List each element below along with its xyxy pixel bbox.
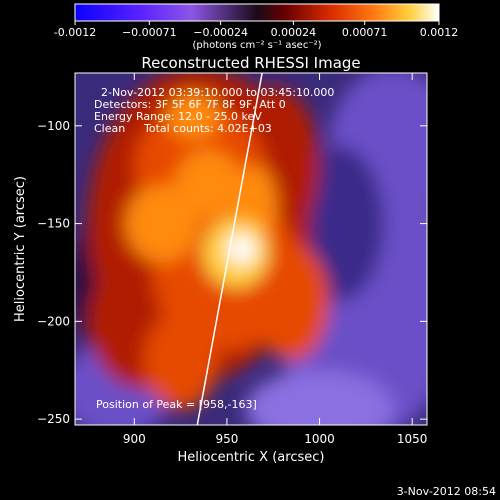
info-energy: Energy Range: 12.0 - 25.0 keV (94, 110, 262, 123)
colorbar-tick-label: 0.00024 (271, 26, 317, 39)
x-axis: 900 950 1000 1050 (123, 73, 428, 446)
y-tick-label: −100 (37, 119, 70, 133)
y-tick-label: −200 (37, 314, 70, 328)
colorbar-label: (photons cm⁻² s⁻¹ asec⁻²) (192, 40, 321, 51)
emission-blob (175, 149, 242, 220)
emission-blob (254, 243, 329, 361)
emission-blob (143, 311, 218, 410)
y-axis: −100 −150 −200 −250 (37, 119, 427, 426)
x-axis-label: Heliocentric X (arcsec) (178, 450, 325, 465)
info-time: 2-Nov-2012 03:39:10.000 to 03:45:10.000 (101, 86, 334, 99)
y-axis-label: Heliocentric Y (arcsec) (13, 176, 28, 322)
solar-limb-line (196, 73, 263, 425)
timestamp: 3-Nov-2012 08:54 (397, 485, 496, 498)
colorbar-tick-label: 0.0012 (420, 26, 459, 39)
emission-field (75, 73, 427, 425)
heatmap (75, 73, 427, 425)
colorbar-ticks: -0.0012 −0.00071 −0.00024 0.00024 0.00071 0.0… (54, 21, 458, 39)
chart-title: Reconstructed RHESSI Image (141, 54, 360, 72)
x-tick-label: 1050 (397, 432, 428, 446)
colorbar-tick-label: -0.0012 (54, 26, 96, 39)
info-detectors: Detectors: 3F 5F 6F 7F 8F 9F, Att 0 (94, 98, 286, 111)
plot-frame (74, 72, 428, 426)
colorbar-tick-label: −0.00024 (193, 26, 248, 39)
peak-position: Position of Peak = [958,-163] (96, 398, 257, 411)
x-tick-label: 900 (123, 432, 146, 446)
emission-blob (245, 370, 394, 425)
colorbar-tick-label: −0.00071 (122, 26, 177, 39)
x-tick-label: 950 (215, 432, 238, 446)
emission-blob (226, 233, 257, 265)
info-method: Clean (94, 122, 125, 135)
info-total-counts: Total counts: 4.02E+03 (143, 122, 272, 135)
y-tick-label: −250 (37, 412, 70, 426)
x-tick-label: 1000 (304, 432, 335, 446)
y-tick-label: −150 (37, 217, 70, 231)
emission-blob (165, 92, 222, 140)
colorbar (74, 3, 440, 22)
emission-blob (125, 184, 200, 263)
colorbar-tick-label: 0.00071 (342, 26, 388, 39)
